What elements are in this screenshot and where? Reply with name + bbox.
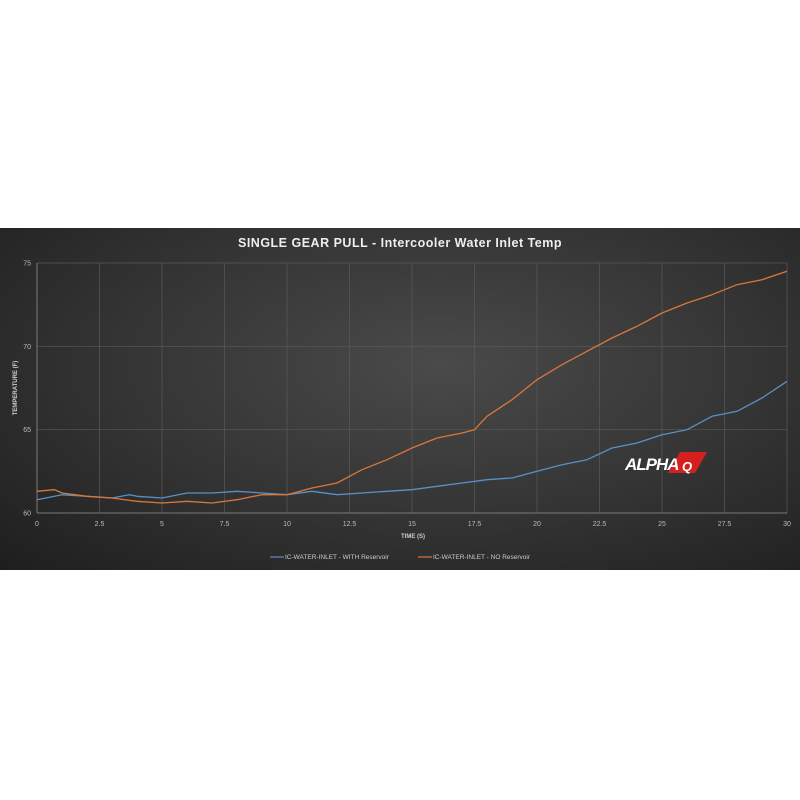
x-tick-label: 22.5 <box>593 521 607 528</box>
x-tick-label: 2.5 <box>95 521 105 528</box>
x-tick-label: 30 <box>783 521 791 528</box>
x-tick-label: 0 <box>35 521 39 528</box>
y-tick-label: 65 <box>23 427 31 434</box>
x-tick-label: 27.5 <box>718 521 732 528</box>
logo-text: ALPHA <box>624 455 679 474</box>
logo-q: Q <box>682 459 692 474</box>
x-tick-label: 12.5 <box>343 521 357 528</box>
x-tick-label: 20 <box>533 521 541 528</box>
x-tick-label: 17.5 <box>468 521 482 528</box>
series-line-1 <box>36 270 788 504</box>
chart-title: SINGLE GEAR PULL - Intercooler Water Inl… <box>237 236 562 250</box>
y-tick-label: 70 <box>23 344 31 351</box>
x-tick-label: 5 <box>160 521 164 528</box>
x-axis-label: TIME (S) <box>401 534 425 540</box>
legend-label: IC-WATER-INLET - WITH Reservoir <box>285 554 390 561</box>
chart-panel: SINGLE GEAR PULL - Intercooler Water Inl… <box>0 228 800 570</box>
x-tick-label: 7.5 <box>220 521 230 528</box>
y-tick-label: 75 <box>23 261 31 268</box>
line-chart: 0 2.5 5 7.5 10 12.5 15 17.5 20 22.5 25 27.5 30 60 65 70… <box>13 261 791 562</box>
y-tick-label: 60 <box>23 511 31 518</box>
legend-label: IC-WATER-INLET - NO Reservoir <box>433 554 531 561</box>
x-tick-label: 15 <box>408 521 416 528</box>
x-tick-label: 10 <box>283 521 291 528</box>
logo: ALPHA Q <box>624 452 707 474</box>
logo-mark <box>668 452 707 473</box>
y-axis-label: TEMPERATURE (F) <box>13 361 19 416</box>
series-line-0 <box>36 380 788 501</box>
x-tick-label: 25 <box>658 521 666 528</box>
